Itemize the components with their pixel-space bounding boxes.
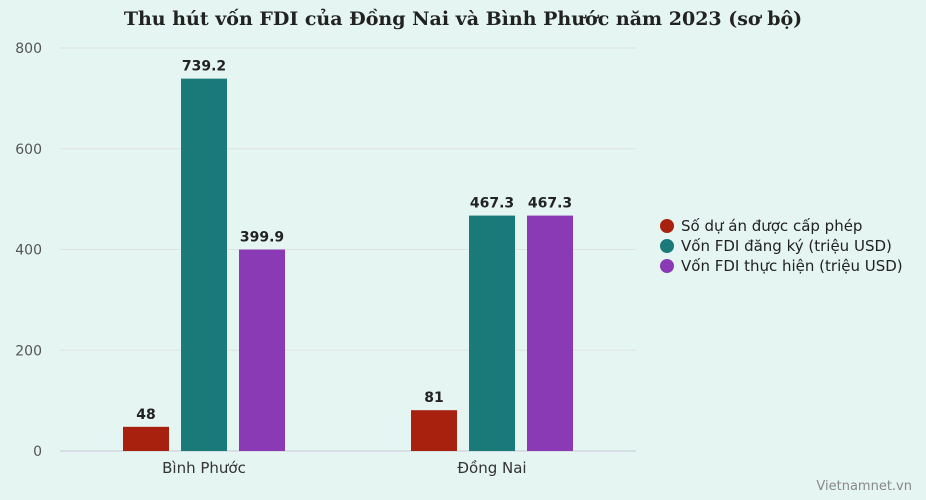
bar[interactable] xyxy=(239,249,285,451)
data-label: 399.9 xyxy=(240,230,284,246)
bar[interactable] xyxy=(123,426,169,451)
legend-label: Vốn FDI đăng ký (triệu USD) xyxy=(681,237,892,255)
y-tick-label: 400 xyxy=(15,243,42,259)
y-tick-label: 600 xyxy=(15,142,42,158)
legend-marker xyxy=(660,219,674,233)
x-tick-label: Đồng Nai xyxy=(457,459,526,477)
x-tick-label: Bình Phước xyxy=(162,459,246,477)
y-tick-label: 200 xyxy=(15,343,42,359)
legend-marker xyxy=(660,239,674,253)
y-tick-label: 800 xyxy=(15,41,42,57)
legend-item[interactable]: Vốn FDI đăng ký (triệu USD) xyxy=(660,236,903,256)
x-axis-ticks: Bình Phước Đồng Nai xyxy=(162,459,526,477)
legend-item[interactable]: Số dự án được cấp phép xyxy=(660,216,903,236)
data-labels: 48 739.2 399.9 81 467.3 467.3 xyxy=(136,59,572,423)
legend-marker xyxy=(660,259,674,273)
bar[interactable] xyxy=(469,215,515,451)
bars xyxy=(123,78,573,452)
data-label: 48 xyxy=(136,407,155,423)
y-tick-label: 0 xyxy=(33,444,42,460)
chart-title: Thu hút vốn FDI của Đồng Nai và Bình Phư… xyxy=(123,8,803,30)
legend: Số dự án được cấp phép Vốn FDI đăng ký (t… xyxy=(660,216,903,276)
data-label: 739.2 xyxy=(182,59,226,75)
bar[interactable] xyxy=(181,78,227,452)
legend-label: Vốn FDI thực hiện (triệu USD) xyxy=(681,257,903,275)
data-label: 81 xyxy=(424,390,443,406)
legend-item[interactable]: Vốn FDI thực hiện (triệu USD) xyxy=(660,256,903,276)
bar[interactable] xyxy=(527,215,573,451)
data-label: 467.3 xyxy=(528,196,572,212)
source-credit: Vietnamnet.vn xyxy=(816,479,912,494)
legend-label: Số dự án được cấp phép xyxy=(681,217,863,235)
y-axis-ticks: 0 200 400 600 800 xyxy=(15,41,42,460)
bar[interactable] xyxy=(411,410,457,451)
data-label: 467.3 xyxy=(470,196,514,212)
